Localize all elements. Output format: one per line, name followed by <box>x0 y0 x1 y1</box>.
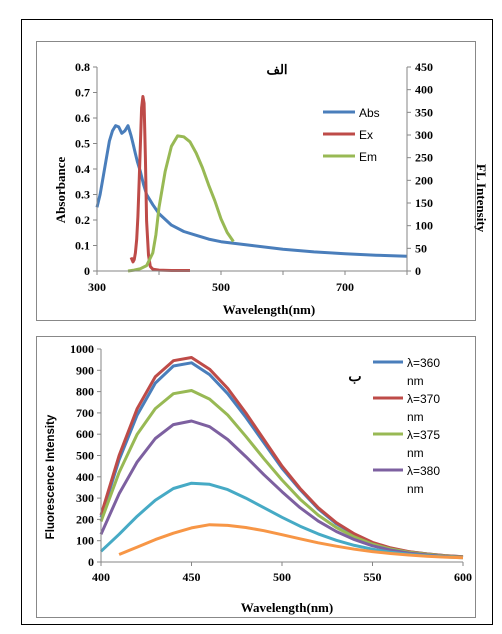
chart-a-series-abs-line <box>95 124 408 258</box>
chart-b-legend-unit: nm <box>407 410 424 424</box>
chart-a-panel-label: الف <box>266 62 287 77</box>
chart-a-y-tick-label: 0 <box>84 264 90 278</box>
chart-b-y-tick-label: 1000 <box>70 342 94 356</box>
chart-b-legend-unit: nm <box>407 446 424 460</box>
chart-a-x-tick-label: 300 <box>88 280 106 294</box>
chart-b-x-tick-label: 400 <box>92 570 110 584</box>
chart-a-legend-label: Abs <box>359 106 380 120</box>
chart-b-series-line-6 <box>118 523 464 560</box>
chart-b-y-tick-label: 300 <box>76 491 94 505</box>
chart-a-svg: 0 0.1 0.2 0.3 0.4 0.5 0.6 0.7 0.8 0 50 100 150 200 250… <box>53 60 489 317</box>
chart-b-y-tick-label: 700 <box>76 406 94 420</box>
chart-a-y2-tick-label: 50 <box>415 241 427 255</box>
chart-a-y-tick-label: 0.1 <box>75 239 90 253</box>
chart-b-panel-label: ب <box>348 370 361 385</box>
chart-b-legend-unit: nm <box>407 482 424 496</box>
chart-a-y-tick-label: 0.7 <box>75 86 90 100</box>
chart-a-y2-tick-label: 350 <box>415 105 433 119</box>
chart-a-y2-tick-label: 400 <box>415 83 433 97</box>
chart-a-y-tick-label: 0.5 <box>75 137 90 151</box>
chart-b-legend-label: λ=370 <box>407 392 440 406</box>
chart-a-legend-label: Ex <box>359 128 373 142</box>
chart-b-y-tick-label: 0 <box>88 555 94 569</box>
chart-b-xlabel: Wavelength(nm) <box>241 600 333 615</box>
chart-b-legend-label: λ=375 <box>407 428 440 442</box>
chart-a-y2-tick-label: 0 <box>415 264 421 278</box>
chart-b-x-tick-label: 550 <box>364 570 382 584</box>
chart-a-series-em-line <box>127 134 235 273</box>
fluorescence-intensity-chart: 0 100 200 300 400 500 600 700 800 900 1000 400 450 50… <box>36 336 476 618</box>
chart-a-y-tick-label: 0.6 <box>75 111 90 125</box>
chart-a-y-tick-label: 0.2 <box>75 213 90 227</box>
chart-a-series-ex-line <box>129 95 190 272</box>
chart-a-y2-tick-label: 300 <box>415 128 433 142</box>
chart-b-y-tick-label: 100 <box>76 534 94 548</box>
chart-a-x-tick-label: 500 <box>212 280 230 294</box>
chart-a-y2-tick-label: 200 <box>415 173 433 187</box>
chart-a-y2-tick-label: 250 <box>415 151 433 165</box>
chart-a-legend-label: Em <box>359 150 377 164</box>
chart-b-y-tick-label: 900 <box>76 363 94 377</box>
chart-b-ylabel: Fluorescence Intensity <box>45 414 57 539</box>
chart-b-legend-label: λ=360 <box>407 356 440 370</box>
chart-b-y-tick-label: 600 <box>76 427 94 441</box>
chart-b-y-tick-label: 500 <box>76 449 94 463</box>
figure-frame <box>21 19 493 625</box>
chart-b-y-tick-label: 800 <box>76 385 94 399</box>
chart-a-y-tick-label: 0.4 <box>75 162 90 176</box>
chart-a-y-tick-label: 0.8 <box>75 60 90 74</box>
chart-a-ylabel: Absorbance <box>53 157 68 224</box>
chart-b-svg: 0 100 200 300 400 500 600 700 800 900 1000 400 450 50… <box>45 342 472 615</box>
absorbance-fluorescence-chart: 0 0.1 0.2 0.3 0.4 0.5 0.6 0.7 0.8 0 50 100 150 200 250… <box>36 41 489 321</box>
chart-b-y-tick-label: 400 <box>76 470 94 484</box>
chart-a-y2-tick-label: 150 <box>415 196 433 210</box>
chart-a-y2-tick-label: 450 <box>415 60 433 74</box>
chart-a-y2-tick-label: 100 <box>415 219 433 233</box>
chart-b-x-tick-label: 450 <box>183 570 201 584</box>
chart-a-y-tick-label: 0.3 <box>75 188 90 202</box>
chart-b-legend-label: λ=380 <box>407 464 440 478</box>
chart-b-x-tick-label: 600 <box>454 570 472 584</box>
chart-b-legend-unit: nm <box>407 374 424 388</box>
chart-a-x-tick-label: 700 <box>336 280 354 294</box>
chart-a-xlabel: Wavelength(nm) <box>223 302 315 317</box>
chart-b-x-tick-label: 500 <box>273 570 291 584</box>
chart-a-y2label: FL Intensity <box>474 164 489 233</box>
chart-b-y-tick-label: 200 <box>76 512 94 526</box>
